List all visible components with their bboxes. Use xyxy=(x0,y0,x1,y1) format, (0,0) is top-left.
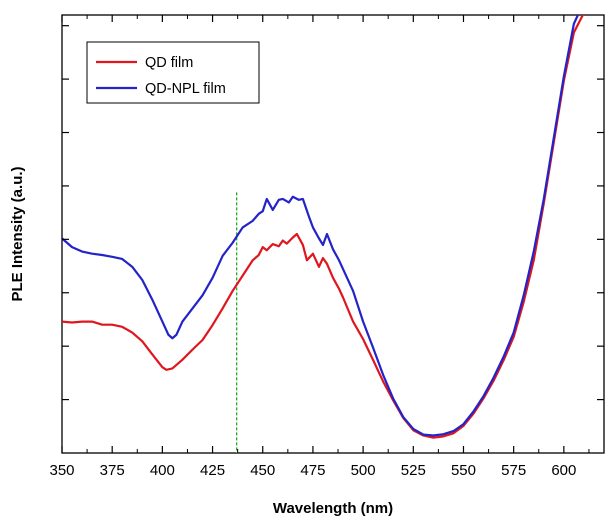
x-tick-label: 600 xyxy=(551,462,576,479)
legend: QD film QD-NPL film xyxy=(86,41,260,104)
x-tick-label: 350 xyxy=(49,462,74,479)
legend-box xyxy=(86,41,260,104)
legend-label-qd-film: QD film xyxy=(145,55,193,71)
x-tick-label: 575 xyxy=(501,462,526,479)
y-axis-title: PLE Intensity (a.u.) xyxy=(9,166,26,301)
y-axis-ticks xyxy=(62,25,604,401)
x-tick-label: 550 xyxy=(451,462,476,479)
plot-frame xyxy=(61,14,605,454)
x-axis-title: Wavelength (nm) xyxy=(273,500,393,517)
x-tick-label: 475 xyxy=(300,462,325,479)
x-tick-label: 525 xyxy=(401,462,426,479)
x-tick-label: 400 xyxy=(150,462,175,479)
x-axis-ticks: 350 375 400 425 450 475 500 525 550 575 600 xyxy=(49,15,590,479)
x-tick-label: 375 xyxy=(100,462,125,479)
series-line-qd-npl-film xyxy=(62,15,580,437)
series-line-qd-film xyxy=(62,15,585,439)
x-tick-label: 500 xyxy=(351,462,376,479)
series-layer xyxy=(62,15,585,439)
x-tick-label: 450 xyxy=(250,462,275,479)
x-tick-label: 425 xyxy=(200,462,225,479)
legend-label-qd-npl-film: QD-NPL film xyxy=(145,81,226,97)
